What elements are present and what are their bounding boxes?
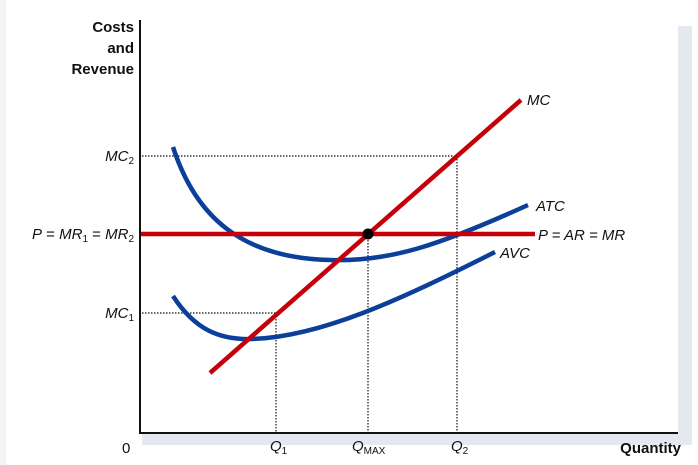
mc2-label: MC2 — [105, 148, 134, 167]
panel-shadow-bottom — [142, 433, 692, 445]
mc1-label: MC1 — [105, 305, 134, 324]
q2-label: Q2 — [451, 438, 469, 457]
q1-label: Q1 — [270, 438, 288, 457]
atc-curve — [170, 146, 529, 263]
y-axis-label-line3: Revenue — [71, 61, 134, 78]
left-edge — [0, 0, 6, 465]
demand-curve-label: P = AR = MR — [538, 227, 625, 244]
origin-label: 0 — [122, 440, 130, 457]
avc-curve — [171, 249, 497, 342]
x-axis-label: Quantity — [620, 440, 681, 457]
mc-curve-label: MC — [527, 92, 550, 109]
profit-max-point — [362, 228, 374, 240]
price-label: P = MR1 = MR2 — [32, 226, 134, 245]
y-axis-label-line1: Costs — [92, 19, 134, 36]
y-axis-label-line2: and — [107, 40, 134, 57]
panel-shadow-right — [678, 26, 692, 445]
qmax-label: QMAX — [352, 438, 386, 457]
atc-curve-label: ATC — [535, 198, 565, 215]
avc-curve-label: AVC — [499, 245, 530, 262]
